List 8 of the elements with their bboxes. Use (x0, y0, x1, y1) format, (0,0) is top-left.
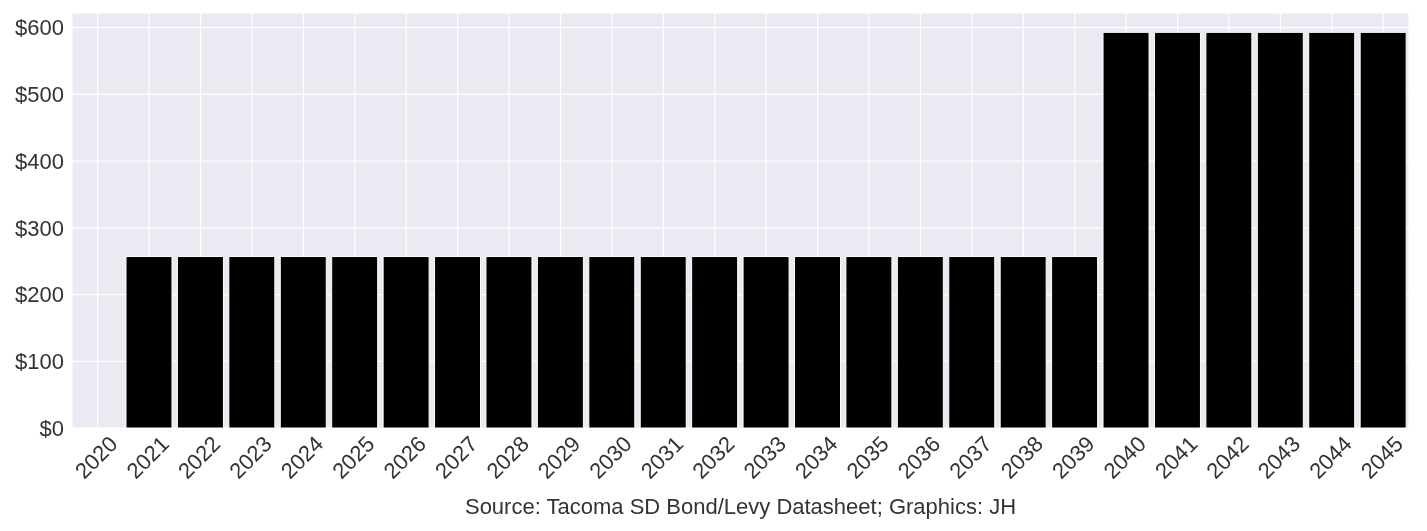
source-note: Source: Tacoma SD Bond/Levy Datasheet; Graphics: JH (463, 494, 1018, 520)
y-tick-label: $100 (15, 349, 64, 375)
y-tick-label: $200 (15, 282, 64, 308)
y-tick-label: $600 (15, 15, 64, 41)
y-tick-label: $500 (15, 82, 64, 108)
y-tick-label: $300 (15, 215, 64, 241)
y-tick-label: $400 (15, 148, 64, 174)
y-tick-label: $0 (39, 415, 64, 441)
